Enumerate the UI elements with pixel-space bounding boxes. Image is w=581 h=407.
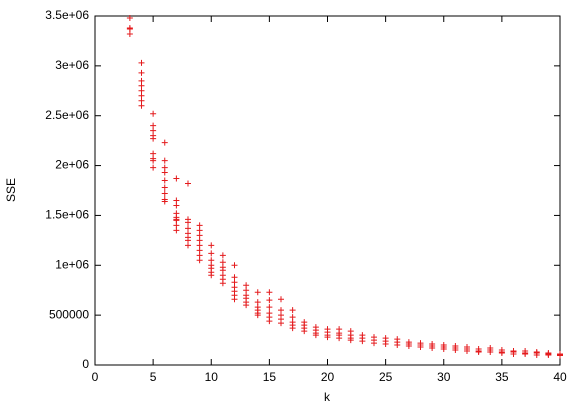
point xyxy=(266,304,273,311)
y-tick-label: 3.5e+06 xyxy=(45,8,89,22)
x-axis-label: k xyxy=(324,390,331,404)
point xyxy=(394,342,401,349)
point xyxy=(138,59,145,66)
y-tick-label: 2.5e+06 xyxy=(45,108,89,122)
point xyxy=(254,312,261,319)
point xyxy=(173,227,180,234)
point xyxy=(185,242,191,249)
point xyxy=(185,180,191,187)
point xyxy=(254,289,261,296)
point xyxy=(312,332,319,339)
y-axis-label: SSE xyxy=(4,178,18,202)
point xyxy=(545,352,552,359)
point xyxy=(161,190,168,197)
point xyxy=(487,349,494,356)
point xyxy=(126,14,133,21)
point xyxy=(138,69,145,76)
y-tick-label: 3e+06 xyxy=(55,58,89,72)
point xyxy=(231,262,238,269)
point xyxy=(208,272,215,279)
point xyxy=(161,169,168,176)
point xyxy=(464,348,470,355)
point xyxy=(498,350,505,357)
point xyxy=(231,296,238,303)
point xyxy=(522,351,529,358)
point xyxy=(161,157,168,164)
point xyxy=(161,177,168,184)
point xyxy=(359,338,366,345)
point xyxy=(126,30,133,37)
point xyxy=(382,341,389,348)
point xyxy=(440,346,447,353)
point xyxy=(150,164,157,171)
point xyxy=(266,318,273,325)
point xyxy=(150,157,157,164)
x-tick-label: 35 xyxy=(495,370,509,384)
point xyxy=(266,297,273,304)
x-tick-label: 10 xyxy=(205,370,219,384)
point xyxy=(138,102,145,109)
point xyxy=(278,296,284,303)
y-tick-label: 500000 xyxy=(49,307,89,321)
point xyxy=(452,347,459,354)
y-tick-label: 1.5e+06 xyxy=(45,208,89,222)
x-tick-label: 0 xyxy=(92,370,99,384)
point xyxy=(417,344,424,351)
point xyxy=(289,325,296,332)
point xyxy=(208,242,215,249)
point xyxy=(347,337,354,344)
point xyxy=(533,352,540,359)
point xyxy=(185,219,191,226)
x-tick-label: 40 xyxy=(553,370,567,384)
point xyxy=(243,302,250,309)
y-tick-label: 0 xyxy=(82,357,89,371)
point xyxy=(371,340,377,347)
x-tick-label: 5 xyxy=(150,370,157,384)
x-tick-label: 20 xyxy=(321,370,335,384)
point xyxy=(324,334,331,341)
point xyxy=(429,345,436,352)
point xyxy=(266,289,273,296)
point xyxy=(289,307,296,314)
point xyxy=(405,343,412,350)
point xyxy=(219,252,226,259)
y-tick-label: 1e+06 xyxy=(55,257,89,271)
point xyxy=(150,110,157,117)
x-tick-label: 30 xyxy=(437,370,451,384)
point xyxy=(510,351,517,358)
point xyxy=(173,175,180,182)
point xyxy=(196,257,203,264)
point xyxy=(301,328,308,335)
point xyxy=(208,250,215,257)
point xyxy=(161,139,168,146)
point xyxy=(475,349,482,356)
point xyxy=(150,135,157,142)
x-tick-label: 15 xyxy=(263,370,277,384)
x-tick-label: 25 xyxy=(379,370,393,384)
point xyxy=(173,202,180,209)
point xyxy=(557,352,563,359)
point xyxy=(161,198,168,205)
point xyxy=(278,320,284,327)
point xyxy=(336,335,343,342)
point xyxy=(219,280,226,287)
y-tick-label: 2e+06 xyxy=(55,158,89,172)
point xyxy=(161,184,168,191)
